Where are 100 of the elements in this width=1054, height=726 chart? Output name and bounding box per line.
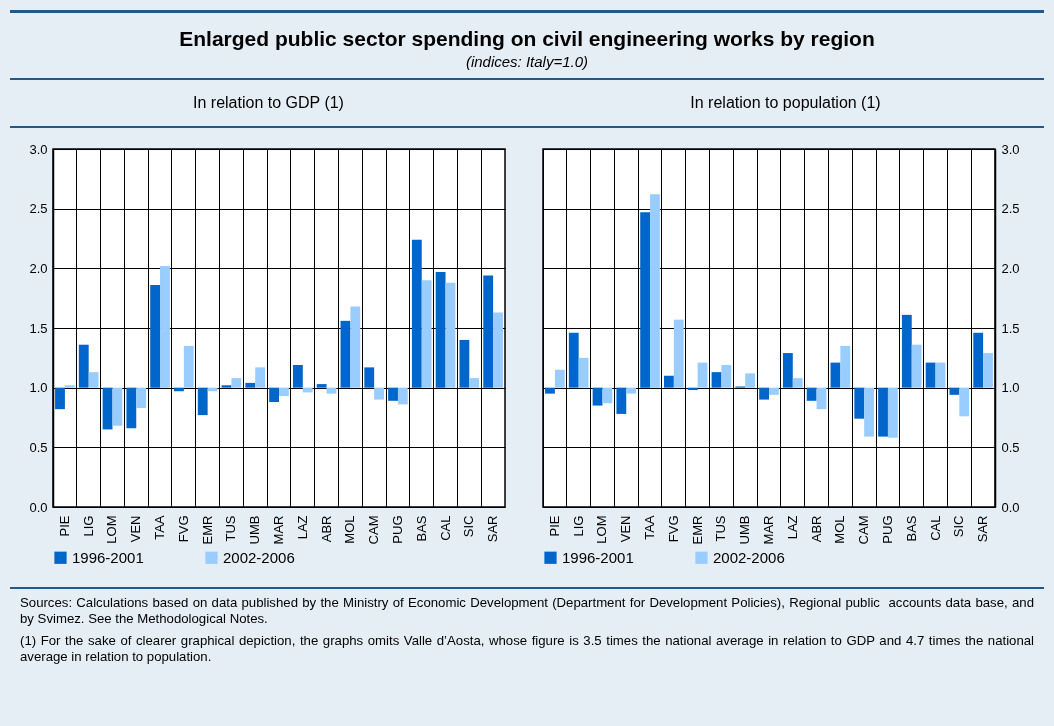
bar: [878, 387, 888, 437]
y-tick-label: 1.5: [1001, 320, 1020, 336]
x-tick-label: VEN: [128, 515, 144, 543]
y-tick-label: 2.0: [1001, 260, 1020, 276]
x-tick-label: VEN: [618, 515, 634, 543]
bar: [721, 364, 732, 388]
bar: [959, 387, 970, 417]
x-tick-label: LAZ: [784, 515, 800, 540]
bar: [745, 373, 756, 388]
bar: [769, 387, 779, 395]
x-tick-label: PUG: [879, 515, 895, 544]
bar: [782, 353, 793, 388]
bar: [935, 362, 946, 388]
x-tick-label: ABR: [318, 515, 334, 543]
bar: [830, 362, 841, 388]
x-tick-label: BAS: [903, 515, 919, 542]
bar: [983, 353, 993, 388]
bar: [292, 364, 303, 388]
bar: [493, 312, 503, 388]
x-tick-label: TAA: [642, 515, 658, 540]
bar: [126, 387, 137, 429]
bar: [854, 387, 865, 419]
bar: [650, 194, 660, 388]
x-tick-label: MOL: [342, 515, 358, 544]
bar: [901, 314, 912, 388]
bar: [78, 344, 89, 388]
x-tick-label: CAL: [437, 515, 453, 541]
bar: [626, 387, 637, 394]
bar: [864, 387, 874, 437]
x-tick-label: TUS: [223, 515, 239, 542]
y-tick-label: 3.0: [29, 141, 48, 157]
text: (1) For the sake of clearer graphical depiction, the graphs omits Valle d’Aosta, whose figure is 3.5 times the national average in relation to GDP and 4.7 times the national average in relation to population.: [20, 633, 1034, 665]
source-note: Sources: Calculations based on data published by the Ministry of Economic Development (Department for Development Policies), Regional public accounts data base, and by Svimez. See the Methodological Notes.: [20, 595, 1034, 627]
bar: [221, 385, 232, 388]
bar: [411, 239, 422, 388]
bar: [112, 387, 123, 426]
y-tick-label: 3.0: [1001, 141, 1020, 157]
bar: [554, 369, 565, 388]
bar: [397, 387, 408, 405]
y-tick-label: 0.0: [1001, 499, 1020, 515]
bar: [350, 306, 361, 388]
text: In relation to GDP (1): [192, 94, 345, 112]
legend-label: 1996-2001: [72, 548, 144, 566]
x-tick-label: SAR: [975, 515, 991, 543]
x-tick-label: MOL: [832, 515, 848, 544]
y-tick-label: 1.0: [1001, 380, 1020, 396]
bar: [435, 271, 446, 388]
bar: [374, 387, 384, 400]
legend-label: 1996-2001: [562, 548, 634, 566]
bar: [925, 362, 936, 388]
x-tick-label: TAA: [152, 515, 168, 540]
bar: [160, 265, 170, 388]
bar: [340, 320, 351, 388]
bar: [388, 387, 398, 401]
bar: [269, 387, 279, 402]
bar: [483, 275, 494, 388]
bar: [245, 382, 256, 388]
x-tick-label: SAR: [485, 515, 501, 543]
x-tick-label: CAL: [927, 515, 943, 541]
bar: [88, 372, 99, 388]
bar: [840, 345, 851, 388]
bar: [279, 387, 289, 397]
bar: [759, 387, 769, 400]
legend-label: 2002-2006: [223, 548, 295, 566]
x-tick-label: BAS: [413, 515, 429, 542]
bar: [64, 385, 75, 388]
x-tick-label: SIC: [951, 515, 967, 538]
y-tick-label: 1.0: [29, 380, 48, 396]
x-tick-label: PIE: [56, 515, 72, 537]
bar: [421, 280, 432, 388]
x-tick-label: LAZ: [294, 515, 310, 540]
x-tick-label: UMB: [737, 515, 753, 545]
bar: [197, 387, 208, 416]
bar: [673, 319, 684, 388]
bar: [697, 362, 708, 388]
x-tick-label: TUS: [713, 515, 729, 542]
x-tick-label: FVG: [665, 515, 681, 543]
x-tick-label: CAM: [856, 515, 872, 545]
bar: [640, 212, 651, 388]
bar: [326, 387, 337, 394]
bar: [949, 387, 960, 395]
x-tick-label: LIG: [80, 515, 96, 537]
bar: [887, 387, 898, 438]
bar: [55, 387, 65, 410]
x-tick-label: MAR: [271, 515, 286, 545]
bar: [792, 378, 803, 388]
x-tick-label: LIG: [570, 515, 586, 537]
bar: [616, 387, 627, 414]
bar: [568, 332, 579, 388]
bar: [255, 367, 266, 388]
bar: [664, 375, 674, 388]
legend-label: 2002-2006: [713, 548, 785, 566]
bar: [445, 282, 456, 388]
bar: [806, 387, 817, 401]
bar: [973, 332, 984, 388]
x-tick-label: FVG: [175, 515, 191, 543]
bar: [459, 339, 470, 388]
x-tick-label: CAM: [366, 515, 382, 545]
bar: [578, 357, 589, 388]
x-tick-label: ABR: [808, 515, 824, 543]
